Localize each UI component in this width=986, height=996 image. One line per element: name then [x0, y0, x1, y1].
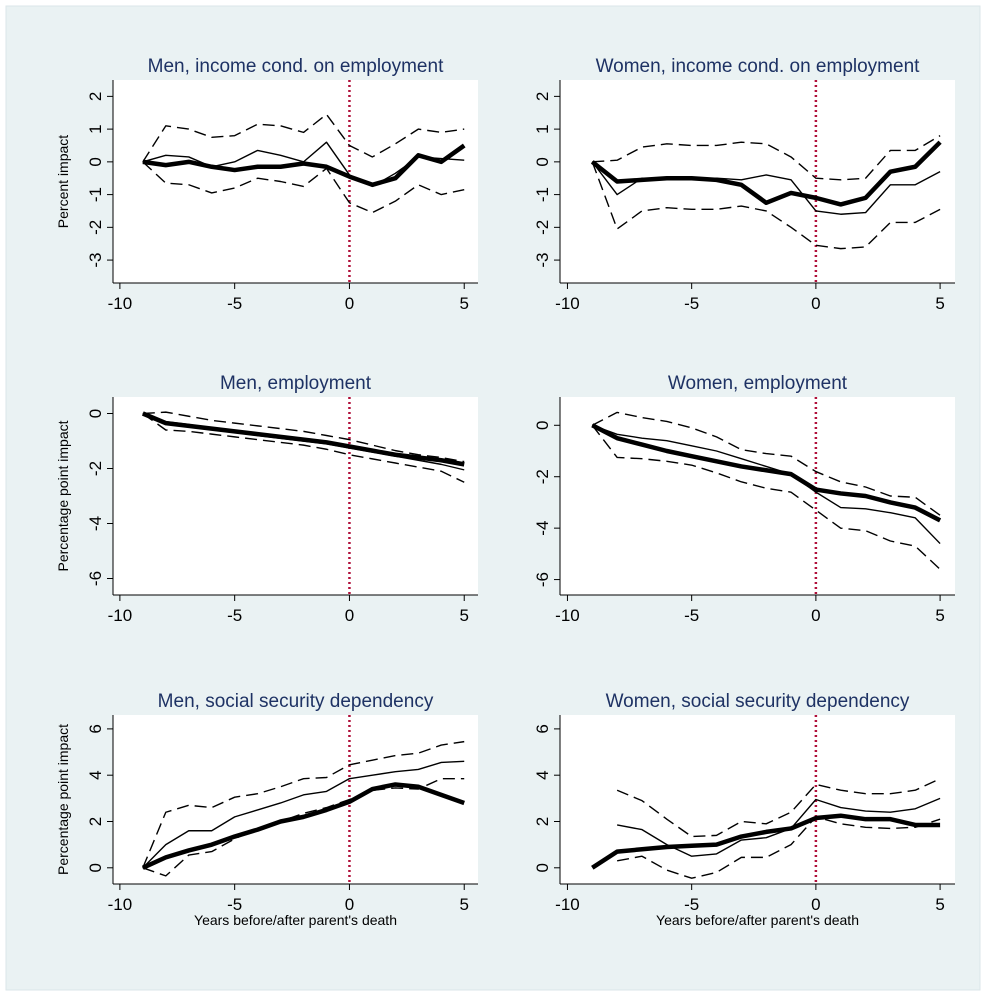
y-tick-label: -4: [86, 516, 105, 531]
chart-title: Women, employment: [668, 373, 848, 394]
y-tick-label: 0: [533, 157, 552, 166]
chart-title: Men, employment: [220, 373, 372, 394]
series-line: [591, 424, 941, 570]
x-tick-label: -5: [684, 294, 699, 313]
x-tick-label: -10: [108, 606, 133, 625]
x-tick-label: 5: [459, 294, 468, 313]
x-tick-label: 0: [345, 895, 354, 914]
x-tick-label: 5: [935, 606, 944, 625]
x-tick-label: -5: [227, 606, 242, 625]
y-tick-label: -3: [533, 253, 552, 268]
y-tick-label: -6: [86, 571, 105, 586]
y-tick-label: -4: [533, 521, 552, 536]
plot-area: [560, 397, 955, 595]
y-axis-label: Percentage point impact: [55, 420, 71, 571]
x-tick-label: 0: [811, 294, 820, 313]
series-line: [142, 411, 465, 463]
y-tick-label: 2: [533, 817, 552, 826]
series-line: [592, 424, 941, 545]
y-tick-label: 2: [86, 92, 105, 101]
chart-title: Women, income cond. on employment: [596, 56, 921, 77]
plot-area: [113, 80, 478, 283]
x-tick-label: 0: [345, 294, 354, 313]
y-tick-label: -1: [86, 187, 105, 202]
series-line: [141, 782, 465, 870]
series-line: [616, 778, 941, 838]
y-tick-label: -2: [86, 461, 105, 476]
x-tick-label: -10: [555, 895, 580, 914]
y-tick-label: 0: [533, 421, 552, 430]
x-tick-label: 0: [345, 606, 354, 625]
series-line: [591, 161, 941, 250]
y-tick-label: 4: [533, 770, 552, 779]
y-tick-label: -2: [533, 220, 552, 235]
y-tick-label: 1: [533, 124, 552, 133]
y-tick-label: -2: [533, 469, 552, 484]
y-tick-label: 6: [533, 724, 552, 733]
series-line: [591, 411, 941, 516]
x-tick-label: 5: [459, 606, 468, 625]
plot-area: [560, 715, 955, 884]
series-line: [590, 140, 942, 207]
x-tick-label: -10: [108, 895, 133, 914]
y-tick-label: 1: [86, 124, 105, 133]
y-axis-label: Percentage point impact: [55, 724, 71, 875]
x-tick-label: -5: [684, 895, 699, 914]
y-tick-label: 4: [86, 770, 105, 779]
x-tick-label: 5: [935, 895, 944, 914]
series-line: [142, 113, 465, 163]
series-line: [142, 143, 466, 188]
x-tick-label: -5: [227, 294, 242, 313]
x-tick-label: -5: [684, 606, 699, 625]
y-tick-label: -3: [86, 253, 105, 268]
series-line: [141, 411, 465, 467]
y-tick-label: -6: [533, 572, 552, 587]
y-tick-label: 0: [86, 863, 105, 872]
x-tick-label: -10: [555, 606, 580, 625]
plot-area: [113, 397, 478, 595]
chart-title: Men, social security dependency: [158, 691, 434, 712]
series-line: [142, 412, 465, 483]
series-line: [142, 161, 465, 214]
y-tick-label: 6: [86, 724, 105, 733]
x-axis-label: Years before/after parent's death: [194, 912, 397, 928]
series-line: [142, 777, 465, 877]
series-line: [142, 740, 465, 869]
x-tick-label: 5: [459, 895, 468, 914]
x-tick-label: 5: [935, 294, 944, 313]
series-line: [591, 423, 942, 523]
series-line: [617, 816, 941, 879]
y-tick-label: 0: [86, 409, 105, 418]
series-line: [142, 760, 465, 869]
x-tick-label: -5: [227, 895, 242, 914]
y-axis-label: Percent impact: [55, 135, 71, 228]
chart-title: Men, income cond. on employment: [148, 56, 444, 77]
x-tick-label: 0: [811, 606, 820, 625]
y-tick-label: 2: [86, 817, 105, 826]
series-line: [591, 813, 941, 870]
y-tick-label: -2: [86, 220, 105, 235]
chart-title: Women, social security dependency: [606, 691, 910, 712]
y-tick-label: 0: [533, 863, 552, 872]
x-tick-label: 0: [811, 895, 820, 914]
y-tick-label: 2: [533, 92, 552, 101]
x-tick-label: -10: [108, 294, 133, 313]
y-tick-label: -1: [533, 187, 552, 202]
series-line: [592, 135, 941, 181]
y-tick-label: 0: [86, 157, 105, 166]
x-axis-label: Years before/after parent's death: [656, 912, 859, 928]
x-tick-label: -10: [555, 294, 580, 313]
